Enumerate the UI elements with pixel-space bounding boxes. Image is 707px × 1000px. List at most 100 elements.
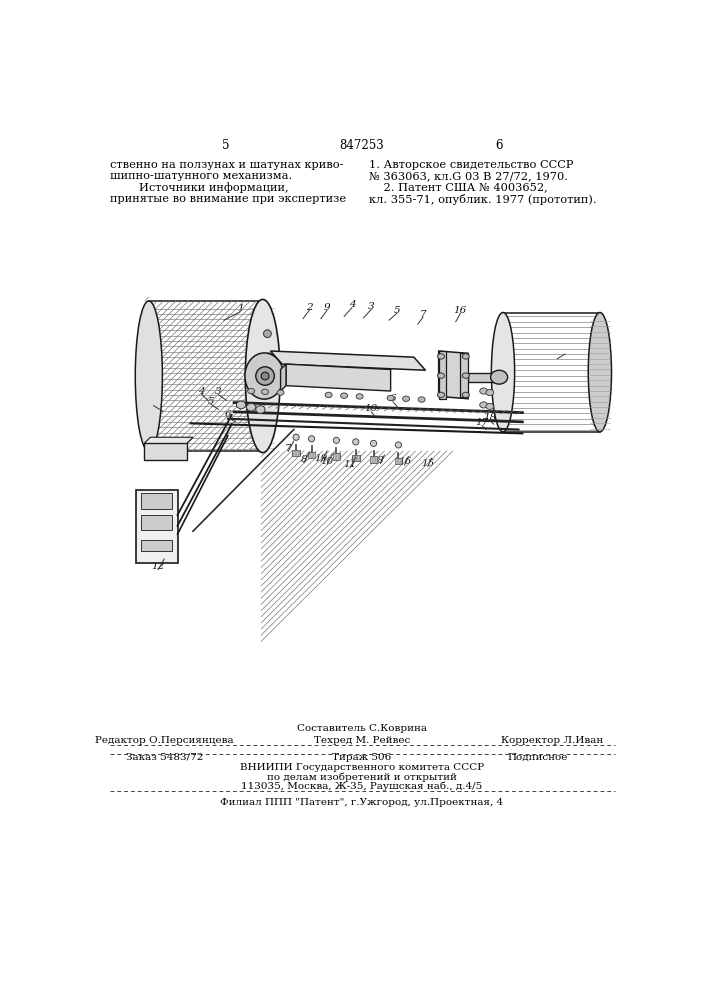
Ellipse shape [491, 370, 508, 384]
Ellipse shape [462, 354, 469, 359]
Text: Источники информации,: Источники информации, [110, 182, 288, 193]
Text: ВНИИПИ Государственного комитета СССР: ВНИИПИ Государственного комитета СССР [240, 763, 484, 772]
Text: 8: 8 [300, 455, 307, 464]
Bar [395, 458, 402, 464]
Ellipse shape [462, 392, 469, 398]
Ellipse shape [245, 353, 284, 399]
Polygon shape [460, 353, 468, 397]
Text: шипно-шатунного механизма.: шипно-шатунного механизма. [110, 171, 292, 181]
Text: 4: 4 [349, 300, 355, 309]
Text: № 363063, кл.G 03 B 27/72, 1970.: № 363063, кл.G 03 B 27/72, 1970. [369, 171, 568, 181]
Ellipse shape [370, 440, 377, 446]
Bar [370, 456, 378, 463]
Text: 13: 13 [147, 398, 160, 407]
Text: Заказ 5483/72: Заказ 5483/72 [126, 753, 203, 762]
Polygon shape [438, 351, 468, 399]
Bar [332, 453, 340, 460]
Ellipse shape [480, 388, 488, 394]
Text: 113035, Москва, Ж-35, Раушская наб., д.4/5: 113035, Москва, Ж-35, Раушская наб., д.4… [241, 781, 483, 791]
Text: по делам изобретений и открытий: по делам изобретений и открытий [267, 772, 457, 782]
Text: 16: 16 [454, 306, 467, 315]
Ellipse shape [341, 393, 348, 398]
Text: 2: 2 [306, 303, 312, 312]
Ellipse shape [256, 406, 265, 413]
Text: Составитель С.Коврина: Составитель С.Коврина [297, 724, 427, 733]
Ellipse shape [438, 373, 445, 378]
Bar [352, 455, 360, 461]
Ellipse shape [247, 403, 256, 411]
Polygon shape [286, 364, 391, 391]
Ellipse shape [418, 397, 425, 402]
Text: 19: 19 [314, 454, 327, 463]
Text: 3: 3 [215, 387, 222, 396]
Ellipse shape [293, 434, 299, 440]
Text: 18: 18 [483, 413, 496, 422]
Ellipse shape [486, 403, 493, 410]
Text: Подписное: Подписное [508, 753, 568, 762]
Bar [149, 301, 261, 451]
Text: 15: 15 [421, 459, 434, 468]
Bar [141, 540, 172, 551]
Ellipse shape [264, 330, 271, 338]
Ellipse shape [265, 353, 273, 361]
Ellipse shape [462, 373, 469, 378]
Text: 4: 4 [198, 387, 205, 396]
Bar [468, 373, 495, 382]
Text: Техред М. Рейвес: Техред М. Рейвес [314, 736, 410, 745]
Text: ственно на ползунах и шатунах криво-: ственно на ползунах и шатунах криво- [110, 160, 344, 170]
Polygon shape [136, 490, 177, 563]
Text: принятые во внимание при экспертизе: принятые во внимание при экспертизе [110, 194, 346, 204]
Ellipse shape [325, 392, 332, 398]
Ellipse shape [403, 396, 409, 401]
Text: Редактор О.Персиянцева: Редактор О.Персиянцева [95, 736, 233, 745]
Ellipse shape [491, 312, 515, 432]
Text: 3: 3 [368, 302, 375, 311]
Ellipse shape [356, 394, 363, 399]
Polygon shape [144, 437, 193, 443]
Ellipse shape [308, 436, 315, 442]
Bar [503, 312, 600, 432]
Ellipse shape [438, 392, 445, 398]
Text: 6: 6 [496, 139, 503, 152]
Text: 8: 8 [378, 456, 384, 465]
Text: Тираж 506: Тираж 506 [332, 753, 392, 762]
Ellipse shape [395, 442, 402, 448]
Text: 17: 17 [475, 418, 489, 427]
Ellipse shape [333, 437, 339, 443]
Text: 10: 10 [365, 404, 378, 413]
Text: 12: 12 [151, 562, 165, 571]
Text: 6: 6 [390, 394, 396, 403]
Ellipse shape [247, 301, 275, 451]
Text: 5: 5 [394, 306, 400, 315]
Text: 16: 16 [398, 457, 411, 466]
Text: 11: 11 [344, 460, 357, 469]
Ellipse shape [135, 301, 163, 451]
Text: 5: 5 [222, 139, 229, 152]
Ellipse shape [387, 395, 394, 401]
Text: 7: 7 [420, 310, 426, 319]
Text: 847253: 847253 [339, 139, 385, 152]
Text: кл. 355-71, опублик. 1977 (прототип).: кл. 355-71, опублик. 1977 (прототип). [369, 194, 597, 205]
Ellipse shape [277, 390, 284, 395]
Bar [144, 443, 187, 460]
Text: 7: 7 [285, 444, 292, 453]
Polygon shape [281, 364, 286, 391]
Ellipse shape [438, 354, 445, 359]
Ellipse shape [588, 312, 612, 432]
Text: Филиал ППП "Патент", г.Ужгород, ул.Проектная, 4: Филиал ППП "Патент", г.Ужгород, ул.Проек… [221, 798, 503, 807]
Ellipse shape [262, 389, 269, 395]
Bar [141, 493, 172, 509]
Ellipse shape [247, 388, 255, 394]
Polygon shape [438, 351, 446, 399]
Text: 1. Авторское свидетельство СССР: 1. Авторское свидетельство СССР [369, 160, 573, 170]
Ellipse shape [236, 401, 246, 409]
Text: 5: 5 [208, 397, 214, 406]
Ellipse shape [256, 367, 274, 385]
Ellipse shape [353, 439, 359, 445]
Polygon shape [271, 351, 426, 370]
Ellipse shape [261, 372, 269, 380]
Text: 1: 1 [237, 304, 244, 313]
Text: 10: 10 [320, 457, 334, 466]
Bar [292, 450, 300, 456]
Bar [141, 515, 172, 530]
